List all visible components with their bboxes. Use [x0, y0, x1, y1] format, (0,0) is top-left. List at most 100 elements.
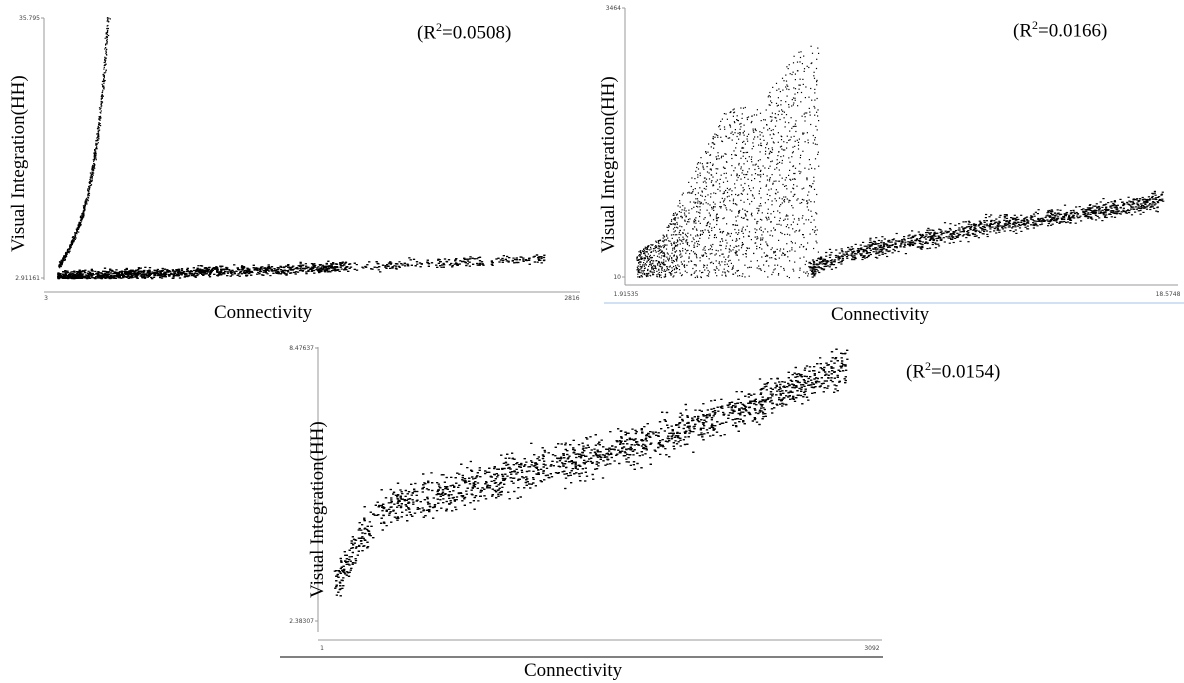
- data-point: [691, 240, 693, 243]
- data-point: [807, 202, 809, 204]
- data-point: [775, 180, 777, 182]
- data-point: [776, 163, 778, 165]
- data-point: [345, 269, 348, 271]
- data-point: [679, 200, 681, 202]
- data-point: [813, 77, 816, 79]
- data-point: [742, 217, 744, 219]
- data-point: [714, 136, 716, 138]
- data-point: [455, 262, 458, 264]
- data-point: [93, 166, 95, 169]
- data-point: [768, 157, 770, 159]
- data-point: [138, 272, 142, 275]
- data-point: [768, 95, 770, 97]
- data-point: [719, 255, 721, 257]
- data-point: [720, 157, 722, 159]
- data-point: [723, 217, 725, 219]
- data-point: [69, 246, 71, 248]
- data-point: [792, 165, 794, 168]
- data-point: [127, 274, 130, 276]
- data-point: [533, 261, 536, 263]
- data-point: [132, 272, 135, 274]
- data-point: [814, 114, 816, 116]
- data-point: [764, 153, 767, 155]
- data-point: [764, 255, 767, 257]
- r2-prefix: (R: [417, 22, 436, 44]
- data-point: [84, 206, 86, 208]
- data-point: [794, 123, 796, 125]
- data-point: [670, 242, 672, 244]
- data-point: [642, 264, 644, 266]
- data-point: [769, 134, 771, 136]
- data-point: [674, 219, 676, 221]
- data-point: [646, 248, 648, 250]
- data-point: [266, 273, 269, 275]
- data-point: [281, 270, 284, 272]
- data-point: [143, 269, 146, 272]
- data-point: [76, 277, 79, 279]
- data-point: [686, 250, 688, 252]
- data-point: [693, 222, 695, 224]
- data-point: [89, 181, 91, 183]
- data-point: [146, 272, 149, 274]
- data-point: [88, 186, 90, 188]
- data-point: [756, 248, 758, 250]
- data-point: [641, 256, 643, 258]
- data-point: [682, 247, 684, 250]
- data-point: [708, 178, 711, 180]
- data-point: [799, 267, 801, 269]
- data-point: [752, 164, 754, 166]
- data-point: [79, 216, 81, 218]
- data-point: [638, 270, 640, 272]
- data-point: [759, 112, 762, 114]
- data-point: [220, 269, 223, 271]
- data-point: [803, 223, 805, 225]
- data-point: [104, 272, 107, 275]
- data-point: [96, 148, 98, 150]
- data-point: [760, 176, 762, 178]
- data-point: [87, 277, 90, 279]
- data-point: [275, 272, 278, 274]
- data-point: [162, 273, 165, 275]
- data-point: [272, 272, 275, 274]
- data-point: [651, 251, 653, 253]
- data-point: [804, 112, 806, 114]
- data-point: [775, 258, 777, 260]
- data-point: [91, 180, 93, 182]
- data-point: [147, 275, 151, 277]
- data-point: [77, 271, 80, 274]
- data-point: [79, 271, 82, 273]
- data-point: [406, 264, 410, 266]
- y-axis-label: Visual Integration(HH): [598, 76, 619, 253]
- data-point: [674, 245, 676, 248]
- data-point: [667, 253, 669, 255]
- data-point: [131, 269, 134, 271]
- data-point: [718, 183, 721, 185]
- data-point: [653, 260, 655, 262]
- data-point: [811, 52, 814, 54]
- data-point: [815, 233, 817, 236]
- data-point: [688, 261, 690, 263]
- data-point: [68, 251, 70, 253]
- data-point: [734, 167, 736, 169]
- data-point: [789, 250, 791, 252]
- data-point: [71, 271, 74, 273]
- data-point: [747, 140, 749, 142]
- data-point: [147, 273, 150, 275]
- data-point: [471, 257, 474, 259]
- data-point: [203, 269, 206, 271]
- data-point: [732, 133, 734, 136]
- data-point: [740, 247, 743, 249]
- data-point: [805, 260, 807, 262]
- data-point: [736, 115, 738, 117]
- data-point: [786, 88, 788, 90]
- data-point: [737, 120, 739, 122]
- data-point: [368, 261, 371, 263]
- data-point: [375, 261, 378, 263]
- data-point: [329, 271, 332, 273]
- data-point: [58, 264, 60, 266]
- data-point: [60, 260, 62, 262]
- data-point: [113, 275, 116, 277]
- data-point: [657, 264, 659, 266]
- data-point: [76, 229, 78, 231]
- data-point: [770, 120, 772, 122]
